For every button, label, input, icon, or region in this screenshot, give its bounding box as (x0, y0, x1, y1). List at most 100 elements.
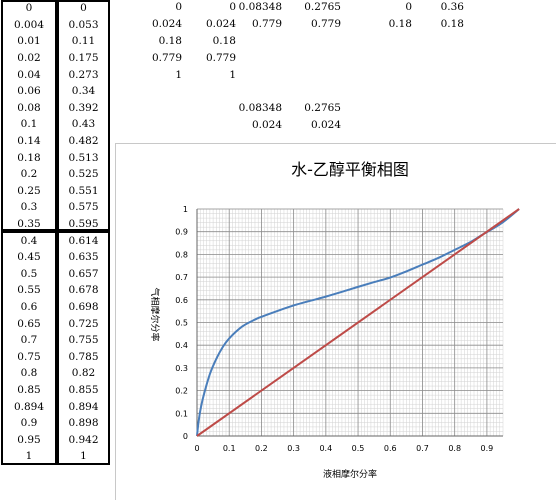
sheet-cell: 1 (175, 69, 182, 81)
data-table: 0 0 0.004 0.053 0.01 0.11 0.02 0.175 0.04 0.273 0.… (1, 0, 110, 465)
sheet-cell: 0.024 (251, 119, 282, 131)
table-row: 0.04 0.273 (1, 66, 110, 83)
liquid-fraction-cell: 0.1 (20, 118, 38, 131)
sheet-cell: 0 (405, 1, 412, 13)
y-tick-label: 0.6 (175, 296, 188, 305)
liquid-fraction-cell: 0.2 (20, 168, 38, 181)
vapor-fraction-cell: 0.725 (68, 317, 99, 330)
table-row: 0.004 0.053 (1, 17, 110, 34)
vapor-fraction-cell: 0.678 (68, 284, 99, 297)
liquid-fraction-cell: 0 (25, 2, 33, 15)
table-row: 0.7 0.755 (1, 332, 110, 349)
vapor-fraction-cell: 0.575 (68, 201, 99, 214)
liquid-fraction-cell: 0.55 (17, 284, 41, 297)
vapor-fraction-cell: 0.525 (68, 168, 99, 181)
table-row: 0.894 0.894 (1, 398, 110, 415)
sheet-cell: 0.08348 (238, 1, 282, 13)
vapor-fraction-cell: 0.785 (68, 350, 99, 363)
sheet-cell: 0.024 (310, 119, 341, 131)
y-tick-label: 0.9 (175, 228, 188, 237)
x-tick-label: 0.2 (255, 444, 268, 453)
liquid-fraction-cell: 0.65 (17, 317, 41, 330)
y-tick-label: 0 (183, 432, 188, 441)
liquid-fraction-cell: 0.004 (13, 18, 45, 31)
vapor-fraction-cell: 0.482 (68, 135, 99, 148)
liquid-fraction-cell: 0.8 (20, 367, 38, 380)
x-tick-label: 0.6 (384, 444, 397, 453)
table-row: 0.55 0.678 (1, 282, 110, 299)
table-row: 0.01 0.11 (1, 33, 110, 50)
sheet-cell: 0.779 (310, 18, 341, 30)
vapor-fraction-cell: 0.053 (68, 18, 99, 31)
vapor-fraction-cell: 1 (80, 450, 87, 463)
vapor-fraction-cell: 0.894 (68, 400, 99, 413)
sheet-cell: 0.779 (251, 18, 282, 30)
vapor-fraction-cell: 0.657 (68, 267, 99, 280)
y-axis-label: 气相摩尔分率 (149, 287, 161, 341)
liquid-fraction-cell: 0.06 (17, 85, 41, 98)
x-tick-label: 0 (194, 444, 199, 453)
sheet-cell: 0.36 (440, 1, 464, 13)
y-tick-label: 0.7 (175, 273, 188, 282)
table-row: 0.85 0.855 (1, 382, 110, 399)
table-row: 0.02 0.175 (1, 50, 110, 67)
data-table-body: 0 0 0.004 0.053 0.01 0.11 0.02 0.175 0.04 0.273 0.… (1, 0, 110, 465)
vapor-fraction-cell: 0.513 (68, 151, 99, 164)
vapor-fraction-cell: 0.942 (68, 433, 99, 446)
table-row: 0.9 0.898 (1, 415, 110, 432)
vapor-fraction-cell: 0.855 (68, 383, 99, 396)
liquid-fraction-cell: 0.75 (17, 350, 41, 363)
y-tick-label: 0.5 (175, 319, 188, 328)
spreadsheet-cells: 0 0 0.08348 0.2765 0 0.36 0.024 0.024 0.779 0.779… (110, 0, 556, 140)
table-row: 0.8 0.82 (1, 365, 110, 382)
table-row: 0.5 0.657 (1, 266, 110, 283)
liquid-fraction-cell: 0.5 (20, 267, 38, 280)
sheet-cell: 0.779 (205, 52, 236, 64)
liquid-fraction-cell: 0.6 (20, 300, 38, 313)
y-tick-label: 0.8 (175, 250, 188, 259)
liquid-fraction-cell: 0.25 (17, 184, 41, 197)
liquid-fraction-cell: 0.894 (13, 400, 45, 413)
table-row: 0.45 0.635 (1, 249, 110, 266)
liquid-fraction-cell: 0.3 (20, 201, 38, 214)
vapor-fraction-cell: 0.34 (71, 85, 96, 98)
vapor-fraction-cell: 0.595 (68, 218, 99, 231)
sheet-cell: 0 (229, 1, 236, 13)
table-row: 0.4 0.614 (1, 232, 110, 249)
liquid-fraction-cell: 0.85 (17, 383, 41, 396)
liquid-fraction-cell: 0.4 (20, 234, 38, 247)
liquid-fraction-cell: 0.02 (17, 52, 41, 65)
table-row: 0.75 0.785 (1, 348, 110, 365)
liquid-fraction-cell: 0.18 (17, 151, 41, 164)
x-tick-label: 0.7 (416, 444, 429, 453)
sheet-cell: 0.024 (205, 18, 236, 30)
sheet-cell: 0.18 (440, 18, 464, 30)
liquid-fraction-cell: 0.35 (17, 218, 41, 231)
liquid-fraction-cell: 0.95 (17, 433, 41, 446)
vapor-fraction-cell: 0.551 (68, 184, 99, 197)
chart-area: 0 0.1 0.2 0.3 0.4 0.5 0.6 0.7 0.8 0.9 0 0.1 0.2 0.3 0.… (115, 143, 556, 500)
vapor-fraction-cell: 0.273 (68, 68, 99, 81)
liquid-fraction-cell: 0.01 (17, 35, 41, 48)
liquid-fraction-cell: 0.04 (17, 68, 41, 81)
table-row: 0.25 0.551 (1, 183, 110, 200)
vapor-fraction-cell: 0 (80, 2, 87, 15)
sheet-cell: 0.2765 (304, 1, 341, 13)
x-tick-label: 0.3 (287, 444, 300, 453)
sheet-cell: 0.08348 (238, 102, 282, 114)
table-row: 0.14 0.482 (1, 133, 110, 150)
liquid-fraction-cell: 1 (25, 450, 33, 463)
vapor-fraction-cell: 0.698 (68, 300, 99, 313)
sheet-cell: 0 (175, 1, 182, 13)
sheet-cell: 0.18 (158, 35, 182, 47)
table-row: 0.18 0.513 (1, 149, 110, 166)
vapor-fraction-cell: 0.635 (68, 251, 99, 264)
x-axis-label: 液相摩尔分率 (323, 468, 377, 480)
sheet-cell: 0.18 (212, 35, 236, 47)
table-row: 0.06 0.34 (1, 83, 110, 100)
x-tick-label: 0.4 (319, 444, 332, 453)
table-row: 0.08 0.392 (1, 100, 110, 117)
vapor-fraction-cell: 0.755 (68, 334, 99, 347)
